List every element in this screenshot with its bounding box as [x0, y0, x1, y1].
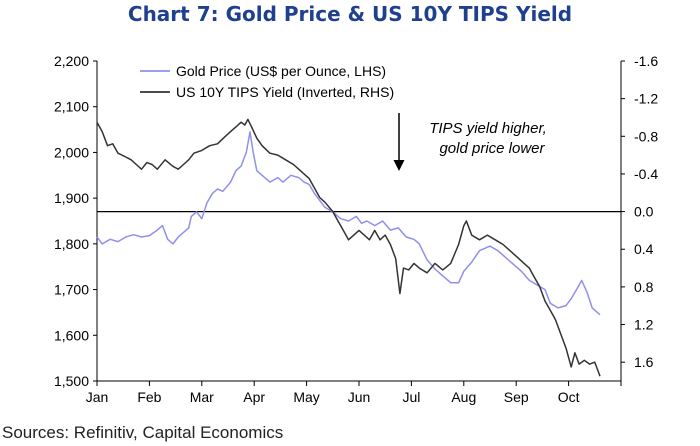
chart-title: Chart 7: Gold Price & US 10Y TIPS Yield: [127, 2, 573, 26]
series-group: [96, 118, 601, 377]
x-tick-label: Jul: [402, 389, 420, 405]
right-tick-label: 1.6: [634, 354, 654, 370]
x-tick-label: Mar: [190, 389, 214, 405]
x-tick-label: Aug: [451, 389, 476, 405]
annotation-text-line2: gold price lower: [439, 140, 545, 157]
right-tick-label: 1.2: [634, 317, 654, 333]
left-tick-label: 1,900: [54, 190, 89, 206]
annotation: TIPS yield higher, gold price lower: [393, 113, 547, 171]
left-tick-label: 2,100: [54, 99, 89, 115]
right-tick-label: -1.2: [634, 91, 658, 107]
x-tick-label: Feb: [137, 389, 161, 405]
annotation-arrow-head: [393, 160, 405, 171]
right-axis: -1.6 -1.2 -0.8 -0.4 0.0 0.4 0.8 1.2 1.6: [621, 53, 658, 370]
left-tick-label: 1,700: [54, 282, 89, 298]
x-tick-label: Apr: [243, 389, 265, 405]
left-tick-label: 1,500: [54, 373, 89, 389]
legend-label: US 10Y TIPS Yield (Inverted, RHS): [176, 84, 394, 100]
tips-yield-line: [96, 118, 601, 377]
left-tick-label: 2,000: [54, 144, 89, 160]
right-tick-label: -1.6: [634, 53, 658, 69]
annotation-text-line1: TIPS yield higher,: [429, 120, 547, 137]
x-axis: Jan Feb Mar Apr May Jun Jul Aug Sep Oct: [86, 381, 622, 405]
right-tick-label: 0.8: [634, 279, 654, 295]
right-tick-label: 0.4: [634, 241, 654, 257]
left-tick-label: 1,600: [54, 327, 89, 343]
right-tick-label: 0.0: [634, 204, 654, 220]
legend: Gold Price (US$ per Ounce, LHS) US 10Y TI…: [140, 63, 394, 100]
right-tick-label: -0.4: [634, 166, 658, 182]
x-tick-label: Sep: [504, 389, 529, 405]
x-tick-label: Jun: [348, 389, 371, 405]
x-tick-label: Oct: [558, 389, 580, 405]
left-tick-label: 2,200: [54, 53, 89, 69]
source-note: Sources: Refinitiv, Capital Economics: [2, 423, 284, 442]
left-tick-label: 1,800: [54, 236, 89, 252]
gold-price-line: [96, 131, 601, 316]
x-tick-label: Jan: [86, 389, 109, 405]
left-axis: 2,200 2,100 2,000 1,900 1,800 1,700 1,600 1,500: [54, 53, 97, 389]
x-tick-label: May: [293, 389, 319, 405]
legend-label: Gold Price (US$ per Ounce, LHS): [176, 63, 386, 79]
right-tick-label: -0.8: [634, 128, 658, 144]
